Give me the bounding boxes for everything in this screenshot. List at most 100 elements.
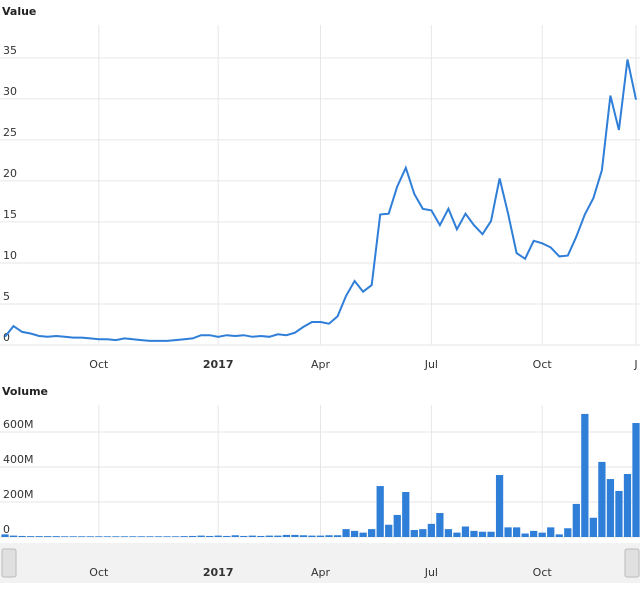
- bar: [350, 530, 359, 537]
- x-tick-label: Oct: [89, 566, 109, 579]
- chart-title: Volume: [2, 385, 48, 398]
- x-tick-label: Oct: [89, 358, 109, 371]
- bar: [419, 529, 427, 537]
- bar: [478, 531, 487, 537]
- bar: [206, 535, 214, 537]
- bar: [385, 524, 393, 537]
- y-tick-label: 600M: [3, 418, 34, 431]
- y-tick-label: 30: [3, 85, 17, 98]
- bar: [623, 473, 632, 537]
- bar: [393, 514, 401, 537]
- bar: [504, 527, 512, 537]
- x-tick-label: Oct: [533, 566, 553, 579]
- bar: [274, 535, 282, 537]
- bar: [333, 535, 342, 537]
- bar: [530, 530, 538, 537]
- bar: [95, 536, 103, 537]
- y-tick-label: 20: [3, 167, 17, 180]
- x-tick-label: Jul: [424, 358, 438, 371]
- bar: [316, 535, 325, 537]
- x-tick-label: 2017: [203, 358, 234, 371]
- x-tick-label: Jul: [424, 566, 438, 579]
- navigator-handle[interactable]: [624, 548, 640, 578]
- bar: [120, 536, 129, 537]
- bar: [402, 492, 410, 537]
- bar: [197, 535, 205, 537]
- bar: [410, 529, 418, 537]
- bar: [78, 536, 86, 537]
- bar: [86, 536, 94, 537]
- bar: [589, 517, 597, 537]
- y-tick-label: 25: [3, 126, 17, 139]
- bar: [188, 535, 197, 537]
- bar: [163, 536, 171, 537]
- bar: [436, 513, 444, 537]
- bar: [495, 475, 504, 537]
- bar: [564, 528, 572, 537]
- x-tick-label: 2017: [203, 566, 234, 579]
- bar: [615, 490, 623, 537]
- bar: [52, 536, 60, 537]
- bar: [470, 530, 478, 537]
- bar: [453, 532, 461, 537]
- bar: [521, 533, 529, 537]
- bar: [572, 503, 580, 537]
- navigator-handle[interactable]: [1, 548, 17, 578]
- y-tick-label: 200M: [3, 488, 34, 501]
- bar: [18, 535, 26, 537]
- bar: [223, 535, 231, 537]
- bar: [69, 536, 77, 537]
- x-tick-label: Apr: [311, 566, 331, 579]
- bar: [538, 532, 546, 537]
- chart-title: Value: [2, 5, 36, 18]
- bar: [214, 535, 222, 537]
- line: [4, 59, 637, 342]
- panel: Oct 2017 Apr Jul Oct 0 200M 400M 600M: [0, 405, 640, 579]
- bar: [171, 536, 180, 537]
- bar: [35, 536, 43, 537]
- bar: [359, 532, 367, 537]
- bar: [581, 413, 589, 537]
- y-tick-label: 0: [3, 523, 10, 536]
- y-tick-label: 35: [3, 44, 17, 57]
- x-tick-label: Apr: [311, 358, 331, 371]
- y-tick-label: 10: [3, 249, 17, 262]
- bar: [308, 535, 316, 537]
- bar: [487, 531, 495, 537]
- bar: [547, 527, 555, 537]
- bar: [154, 536, 163, 537]
- bar: [606, 479, 615, 537]
- bar: [248, 535, 256, 537]
- bar: [26, 536, 35, 537]
- bar: [112, 536, 120, 537]
- y-tick-label: 15: [3, 208, 17, 221]
- bar: [180, 536, 188, 537]
- x-tick-label: J: [633, 358, 637, 371]
- bar: [44, 536, 52, 537]
- bar: [257, 535, 265, 537]
- y-tick-label: 400M: [3, 453, 34, 466]
- bar: [325, 535, 333, 537]
- y-tick-label: 0: [3, 331, 10, 344]
- bar: [299, 535, 308, 537]
- bar: [9, 535, 18, 537]
- bar: [231, 535, 239, 537]
- bar: [240, 535, 248, 537]
- bar: [137, 536, 146, 537]
- bar: [427, 523, 435, 537]
- bar: [598, 461, 606, 537]
- bar: [461, 526, 470, 537]
- bar: [282, 534, 291, 537]
- bar: [265, 535, 273, 537]
- panel: Oct 2017 Apr Jul Oct J 0 5 10 15 20 25 30 35: [0, 25, 640, 371]
- y-tick-label: 5: [3, 290, 10, 303]
- bar: [146, 536, 154, 537]
- bar: [1, 534, 9, 537]
- bar: [61, 536, 69, 537]
- x-tick-label: Oct: [533, 358, 553, 371]
- bar: [444, 529, 453, 537]
- bar: [376, 486, 384, 537]
- navigator[interactable]: [0, 543, 640, 583]
- bar: [342, 529, 350, 537]
